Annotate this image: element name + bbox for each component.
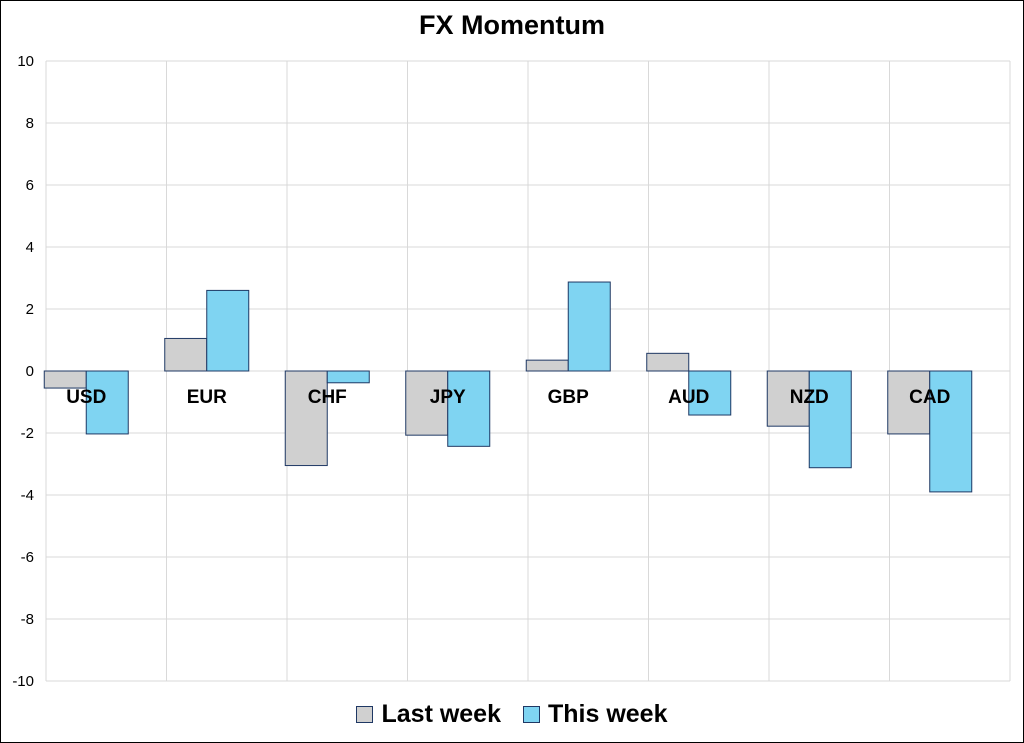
bar-this-week-cad: [929, 370, 973, 493]
y-tick-label: 8: [26, 115, 34, 132]
legend-label-last-week: Last week: [381, 700, 501, 728]
category-label-usd: USD: [66, 387, 106, 408]
chart-title: FX Momentum: [419, 10, 605, 40]
bar-this-week-jpy: [447, 370, 491, 447]
bar-last-week-eur: [164, 337, 208, 372]
legend-item-last-week: Last week: [356, 700, 501, 729]
bar-this-week-nzd: [808, 370, 852, 469]
label-layer: 10 8 6 4 2 0 -2 -4 -6 -8 -10 USD EUR CHF JPY GBP AUD NZD C…: [12, 53, 950, 690]
category-label-aud: AUD: [668, 387, 709, 408]
category-label-eur: EUR: [187, 387, 227, 408]
bar-this-week-gbp: [567, 281, 611, 372]
bar-layer: [43, 281, 973, 493]
bar-last-week-cad: [887, 370, 931, 435]
y-tick-label: 10: [17, 53, 34, 70]
bar-this-week-aud: [688, 370, 732, 416]
category-label-jpy: JPY: [430, 387, 466, 408]
bar-last-week-gbp: [525, 359, 569, 372]
y-tick-label: 0: [26, 363, 34, 380]
bar-last-week-usd: [43, 370, 87, 389]
bar-this-week-chf: [326, 370, 370, 384]
bar-last-week-nzd: [766, 370, 810, 427]
bar-this-week-eur: [206, 289, 250, 372]
legend-label-this-week: This week: [548, 700, 668, 728]
category-label-cad: CAD: [909, 387, 950, 408]
y-tick-label: -6: [21, 549, 34, 566]
bar-this-week-usd: [85, 370, 129, 435]
y-tick-label: 2: [26, 301, 34, 318]
y-tick-label: -2: [21, 425, 34, 442]
category-label-nzd: NZD: [790, 387, 829, 408]
y-tick-label: -8: [21, 611, 34, 628]
legend-swatch-this-week: [523, 706, 540, 723]
bar-last-week-aud: [646, 352, 690, 372]
legend: Last week This week: [0, 700, 1024, 729]
y-tick-label: -10: [12, 673, 34, 690]
category-label-chf: CHF: [308, 387, 347, 408]
y-tick-label: 4: [26, 239, 34, 256]
legend-item-this-week: This week: [523, 700, 668, 729]
bar-last-week-chf: [284, 370, 328, 467]
category-label-gbp: GBP: [548, 387, 590, 408]
bar-last-week-jpy: [405, 370, 449, 436]
legend-swatch-last-week: [356, 706, 374, 723]
y-tick-label: -4: [21, 487, 34, 504]
y-tick-label: 6: [26, 177, 34, 194]
